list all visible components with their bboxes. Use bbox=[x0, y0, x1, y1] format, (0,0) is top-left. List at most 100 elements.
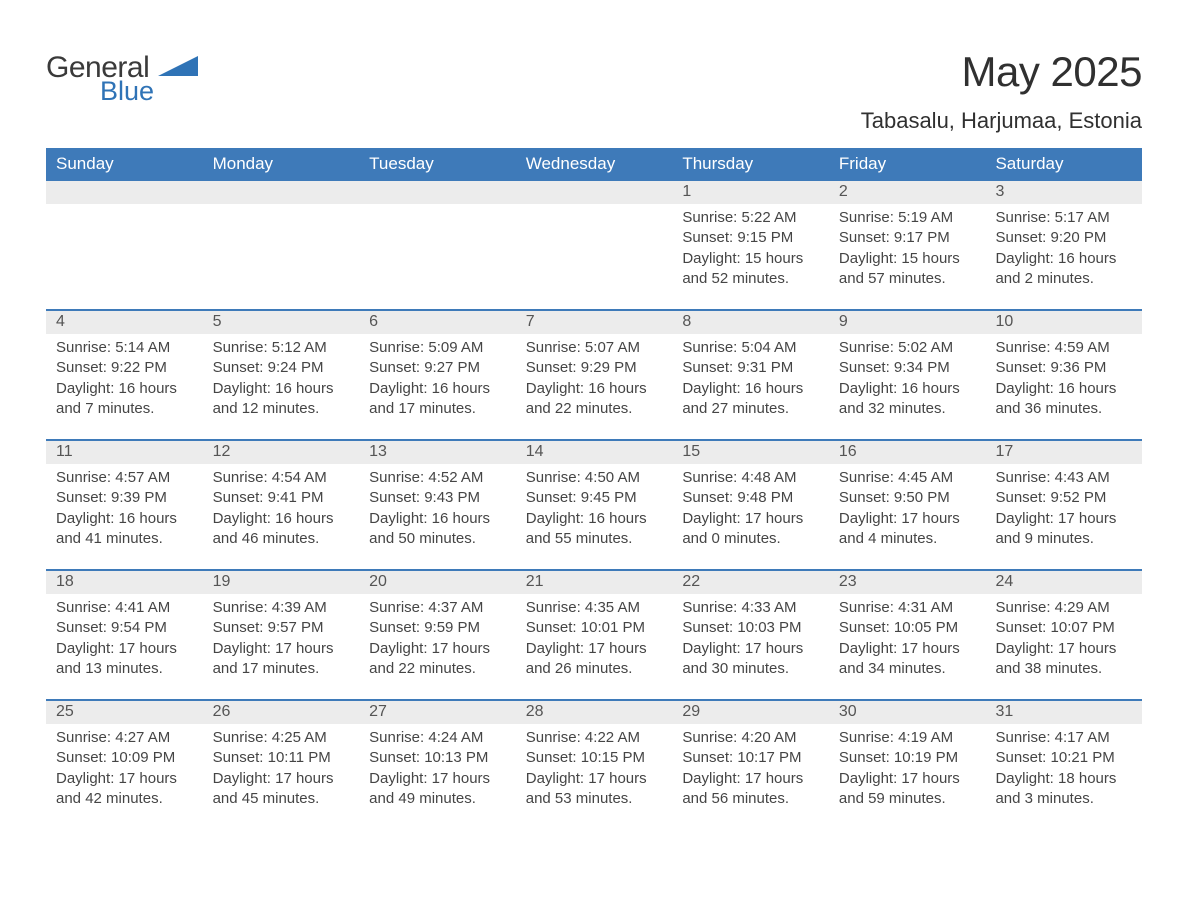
calendar: Sunday Monday Tuesday Wednesday Thursday… bbox=[46, 148, 1142, 829]
daylight-text: Daylight: 16 hours and 17 minutes. bbox=[369, 379, 506, 420]
day-number: 17 bbox=[985, 441, 1142, 464]
day-cell: Sunrise: 4:35 AMSunset: 10:01 PMDaylight… bbox=[516, 594, 673, 699]
content-row: Sunrise: 4:57 AMSunset: 9:39 PMDaylight:… bbox=[46, 464, 1142, 569]
sunrise-text: Sunrise: 4:41 AM bbox=[56, 598, 193, 618]
daylight-text: Daylight: 17 hours and 56 minutes. bbox=[682, 769, 819, 810]
content-row: Sunrise: 4:41 AMSunset: 9:54 PM Daylight:… bbox=[46, 594, 1142, 699]
sunrise-text: Sunrise: 4:33 AM bbox=[682, 598, 819, 618]
sunset-text: Sunset: 10:19 PM bbox=[839, 748, 976, 768]
daylight-text: Daylight: 17 hours and 59 minutes. bbox=[839, 769, 976, 810]
sunrise-text: Sunrise: 5:02 AM bbox=[839, 338, 976, 358]
day-number: 19 bbox=[203, 571, 360, 594]
day-cell: Sunrise: 5:12 AMSunset: 9:24 PMDaylight:… bbox=[203, 334, 360, 439]
sunset-text: Sunset: 10:03 PM bbox=[682, 618, 819, 638]
sunset-text: Sunset: 9:45 PM bbox=[526, 488, 663, 508]
daylight-text: Daylight: 17 hours and 22 minutes. bbox=[369, 639, 506, 680]
calendar-week: 123Sunrise: 5:22 AMSunset: 9:15 PMDaylig… bbox=[46, 181, 1142, 309]
sunset-text: Sunset: 10:01 PM bbox=[526, 618, 663, 638]
day-number: 2 bbox=[829, 181, 986, 204]
sunset-text: Sunset: 10:21 PM bbox=[995, 748, 1132, 768]
sunrise-text: Sunrise: 4:25 AM bbox=[213, 728, 350, 748]
day-cell: Sunrise: 4:43 AMSunset: 9:52 PMDaylight:… bbox=[985, 464, 1142, 569]
day-cell: Sunrise: 4:41 AMSunset: 9:54 PMDaylight:… bbox=[46, 594, 203, 699]
day-number: 23 bbox=[829, 571, 986, 594]
day-cell: Sunrise: 4:45 AMSunset: 9:50 PMDaylight:… bbox=[829, 464, 986, 569]
sunrise-text: Sunrise: 4:35 AM bbox=[526, 598, 663, 618]
daylight-text: Daylight: 17 hours and 9 minutes. bbox=[995, 509, 1132, 550]
daylight-text: Daylight: 17 hours and 45 minutes. bbox=[213, 769, 350, 810]
day-cell bbox=[203, 204, 360, 309]
daylight-text: Daylight: 17 hours and 42 minutes. bbox=[56, 769, 193, 810]
sunset-text: Sunset: 10:15 PM bbox=[526, 748, 663, 768]
day-number: 5 bbox=[203, 311, 360, 334]
sunrise-text: Sunrise: 4:50 AM bbox=[526, 468, 663, 488]
sunrise-text: Sunrise: 5:17 AM bbox=[995, 208, 1132, 228]
logo-triangle-icon bbox=[158, 54, 198, 80]
daylight-text: Daylight: 16 hours and 32 minutes. bbox=[839, 379, 976, 420]
sunset-text: Sunset: 10:07 PM bbox=[995, 618, 1132, 638]
sunset-text: Sunset: 10:05 PM bbox=[839, 618, 976, 638]
day-cell: Sunrise: 4:39 AMSunset: 9:57 PMDaylight:… bbox=[203, 594, 360, 699]
sunrise-text: Sunrise: 4:27 AM bbox=[56, 728, 193, 748]
day-cell bbox=[359, 204, 516, 309]
calendar-week: 11121314151617Sunrise: 4:57 AMSunset: 9:… bbox=[46, 439, 1142, 569]
day-cell: Sunrise: 5:09 AMSunset: 9:27 PMDaylight:… bbox=[359, 334, 516, 439]
sunset-text: Sunset: 9:48 PM bbox=[682, 488, 819, 508]
sunset-text: Sunset: 9:31 PM bbox=[682, 358, 819, 378]
sunset-text: Sunset: 9:43 PM bbox=[369, 488, 506, 508]
sunrise-text: Sunrise: 4:20 AM bbox=[682, 728, 819, 748]
daynum-row: 45678910 bbox=[46, 311, 1142, 334]
sunset-text: Sunset: 9:20 PM bbox=[995, 228, 1132, 248]
sunset-text: Sunset: 9:39 PM bbox=[56, 488, 193, 508]
sunrise-text: Sunrise: 4:37 AM bbox=[369, 598, 506, 618]
day-number: 28 bbox=[516, 701, 673, 724]
sunrise-text: Sunrise: 4:52 AM bbox=[369, 468, 506, 488]
day-number bbox=[359, 181, 516, 204]
month-title: May 2025 bbox=[861, 48, 1142, 96]
day-cell: Sunrise: 4:20 AMSunset: 10:17 PMDaylight… bbox=[672, 724, 829, 829]
daylight-text: Daylight: 17 hours and 26 minutes. bbox=[526, 639, 663, 680]
daylight-text: Daylight: 17 hours and 49 minutes. bbox=[369, 769, 506, 810]
calendar-week: 45678910Sunrise: 5:14 AMSunset: 9:22 PMD… bbox=[46, 309, 1142, 439]
day-cell: Sunrise: 4:54 AMSunset: 9:41 PMDaylight:… bbox=[203, 464, 360, 569]
sunset-text: Sunset: 9:52 PM bbox=[995, 488, 1132, 508]
day-number: 31 bbox=[985, 701, 1142, 724]
day-cell: Sunrise: 4:37 AMSunset: 9:59 PMDaylight:… bbox=[359, 594, 516, 699]
sunrise-text: Sunrise: 4:22 AM bbox=[526, 728, 663, 748]
day-cell: Sunrise: 4:57 AMSunset: 9:39 PMDaylight:… bbox=[46, 464, 203, 569]
content-row: Sunrise: 5:14 AMSunset: 9:22 PMDaylight:… bbox=[46, 334, 1142, 439]
sunrise-text: Sunrise: 5:04 AM bbox=[682, 338, 819, 358]
day-cell: Sunrise: 5:04 AMSunset: 9:31 PMDaylight:… bbox=[672, 334, 829, 439]
sunrise-text: Sunrise: 4:48 AM bbox=[682, 468, 819, 488]
day-cell bbox=[46, 204, 203, 309]
day-cell: Sunrise: 4:24 AMSunset: 10:13 PMDaylight… bbox=[359, 724, 516, 829]
sunset-text: Sunset: 9:54 PM bbox=[56, 618, 193, 638]
content-row: Sunrise: 4:27 AMSunset: 10:09 PMDaylight… bbox=[46, 724, 1142, 829]
day-cell: Sunrise: 4:25 AMSunset: 10:11 PMDaylight… bbox=[203, 724, 360, 829]
day-number: 29 bbox=[672, 701, 829, 724]
sunset-text: Sunset: 10:17 PM bbox=[682, 748, 819, 768]
daylight-text: Daylight: 17 hours and 53 minutes. bbox=[526, 769, 663, 810]
day-number: 24 bbox=[985, 571, 1142, 594]
daylight-text: Daylight: 16 hours and 22 minutes. bbox=[526, 379, 663, 420]
day-cell: Sunrise: 5:02 AMSunset: 9:34 PMDaylight:… bbox=[829, 334, 986, 439]
day-cell: Sunrise: 4:59 AMSunset: 9:36 PMDaylight:… bbox=[985, 334, 1142, 439]
sunset-text: Sunset: 9:27 PM bbox=[369, 358, 506, 378]
sunrise-text: Sunrise: 4:31 AM bbox=[839, 598, 976, 618]
daynum-row: 123 bbox=[46, 181, 1142, 204]
daylight-text: Daylight: 17 hours and 34 minutes. bbox=[839, 639, 976, 680]
daylight-text: Daylight: 16 hours and 36 minutes. bbox=[995, 379, 1132, 420]
day-cell: Sunrise: 4:29 AMSunset: 10:07 PMDaylight… bbox=[985, 594, 1142, 699]
sunset-text: Sunset: 9:57 PM bbox=[213, 618, 350, 638]
day-number: 1 bbox=[672, 181, 829, 204]
daylight-text: Daylight: 16 hours and 46 minutes. bbox=[213, 509, 350, 550]
header: General Blue May 2025 Tabasalu, Harjumaa… bbox=[46, 48, 1142, 134]
day-number: 10 bbox=[985, 311, 1142, 334]
daylight-text: Daylight: 16 hours and 27 minutes. bbox=[682, 379, 819, 420]
day-number: 20 bbox=[359, 571, 516, 594]
sunrise-text: Sunrise: 5:14 AM bbox=[56, 338, 193, 358]
day-number: 22 bbox=[672, 571, 829, 594]
day-number: 27 bbox=[359, 701, 516, 724]
sunrise-text: Sunrise: 4:39 AM bbox=[213, 598, 350, 618]
day-of-week-header: Sunday Monday Tuesday Wednesday Thursday… bbox=[46, 148, 1142, 181]
